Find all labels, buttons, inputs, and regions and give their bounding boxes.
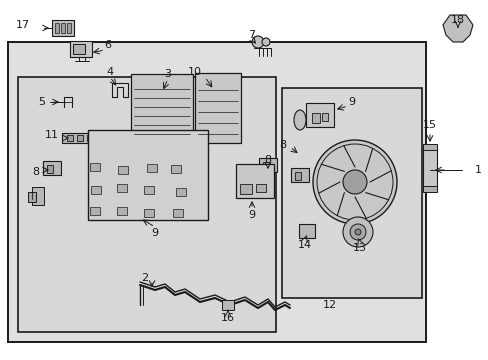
Text: 8: 8: [264, 155, 271, 165]
Text: 9: 9: [151, 228, 158, 238]
Circle shape: [342, 217, 372, 247]
Polygon shape: [117, 207, 127, 215]
Text: 15: 15: [422, 120, 436, 130]
Text: 16: 16: [221, 313, 235, 323]
Text: 6: 6: [104, 40, 111, 50]
Polygon shape: [117, 184, 127, 192]
Bar: [52, 20, 74, 36]
Circle shape: [349, 224, 365, 240]
Polygon shape: [91, 186, 101, 194]
Text: 4: 4: [106, 67, 113, 77]
Bar: [195, 73, 241, 143]
Bar: [222, 300, 234, 310]
Bar: [47, 165, 53, 173]
Text: 1: 1: [473, 165, 481, 175]
Text: 11: 11: [45, 130, 59, 140]
Polygon shape: [176, 188, 185, 196]
Text: 3: 3: [164, 69, 171, 79]
Text: 9: 9: [348, 97, 355, 107]
Bar: [18, 77, 275, 332]
Bar: [422, 148, 436, 188]
Text: 13: 13: [352, 243, 366, 253]
Bar: [236, 164, 273, 198]
Polygon shape: [147, 164, 157, 172]
Bar: [282, 88, 421, 298]
Bar: [294, 172, 301, 180]
Bar: [290, 168, 308, 182]
Circle shape: [312, 140, 396, 224]
Text: 17: 17: [16, 20, 30, 30]
Bar: [61, 23, 65, 33]
Text: 8: 8: [279, 140, 286, 150]
Text: 5: 5: [39, 97, 45, 107]
Polygon shape: [90, 207, 100, 215]
Bar: [298, 224, 314, 238]
Ellipse shape: [293, 110, 305, 130]
Bar: [127, 135, 133, 141]
Bar: [311, 113, 319, 123]
Text: 2: 2: [141, 273, 148, 283]
Bar: [107, 135, 113, 141]
Bar: [28, 192, 36, 202]
Bar: [55, 23, 59, 33]
Circle shape: [251, 36, 264, 48]
Bar: [77, 135, 83, 141]
Bar: [8, 42, 425, 342]
Bar: [256, 184, 265, 192]
Circle shape: [354, 229, 360, 235]
Bar: [70, 41, 92, 57]
Polygon shape: [90, 163, 100, 171]
Bar: [32, 187, 44, 205]
Bar: [62, 133, 138, 143]
Text: 12: 12: [322, 300, 336, 310]
Text: 14: 14: [297, 240, 311, 250]
Text: 8: 8: [32, 167, 40, 177]
Polygon shape: [143, 186, 154, 194]
Polygon shape: [171, 165, 181, 173]
Bar: [43, 161, 61, 175]
Text: 10: 10: [187, 67, 202, 77]
Text: 18: 18: [450, 15, 464, 25]
Bar: [67, 135, 73, 141]
Bar: [305, 103, 333, 127]
Bar: [88, 130, 207, 220]
Bar: [73, 44, 85, 54]
Polygon shape: [118, 166, 128, 174]
Text: 7: 7: [248, 30, 255, 40]
Bar: [97, 135, 103, 141]
Circle shape: [262, 38, 269, 46]
Bar: [321, 113, 327, 121]
Bar: [67, 23, 71, 33]
Bar: [422, 186, 436, 192]
Polygon shape: [173, 209, 183, 217]
Bar: [87, 135, 93, 141]
Bar: [263, 162, 268, 170]
Bar: [131, 74, 193, 142]
Bar: [422, 144, 436, 150]
Bar: [240, 184, 251, 194]
Text: 9: 9: [248, 210, 255, 220]
Bar: [259, 158, 276, 172]
Polygon shape: [143, 209, 154, 217]
Circle shape: [342, 170, 366, 194]
Bar: [117, 135, 123, 141]
Polygon shape: [442, 15, 472, 42]
